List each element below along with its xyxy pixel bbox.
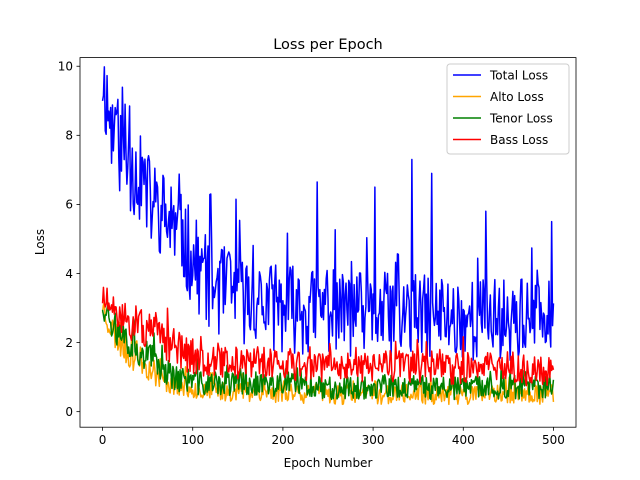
y-tick-label: 6 xyxy=(65,198,73,212)
y-axis: 0 2 4 6 8 10 xyxy=(58,60,80,419)
chart-title: Loss per Epoch xyxy=(273,37,383,53)
y-tick-label: 10 xyxy=(58,60,73,74)
x-tick-label: 500 xyxy=(542,433,565,447)
legend-label: Tenor Loss xyxy=(489,111,553,125)
series-layer xyxy=(101,66,555,406)
y-tick-label: 2 xyxy=(65,336,73,350)
legend-label: Bass Loss xyxy=(490,133,548,147)
legend-label: Alto Loss xyxy=(490,90,544,104)
series-line-total-loss xyxy=(101,66,555,361)
y-tick-label: 8 xyxy=(65,129,73,143)
x-tick-label: 0 xyxy=(99,433,107,447)
legend-box xyxy=(446,63,570,155)
plot-frame xyxy=(79,57,577,428)
legend-label: Total Loss xyxy=(489,68,548,82)
series-line-bass-loss xyxy=(101,286,555,387)
x-tick-label: 400 xyxy=(452,433,475,447)
x-tick-label: 100 xyxy=(181,433,204,447)
x-tick-label: 200 xyxy=(271,433,294,447)
legend: Total Loss Alto Loss Tenor Loss Bass Loss xyxy=(446,63,570,155)
y-tick-label: 4 xyxy=(65,267,73,281)
x-axis: 0 100 200 300 400 500 xyxy=(99,427,565,447)
y-axis-label: Loss xyxy=(33,229,47,255)
x-tick-label: 300 xyxy=(362,433,385,447)
series-line-tenor-loss xyxy=(101,303,555,401)
x-axis-label: Epoch Number xyxy=(284,456,373,470)
y-tick-label: 0 xyxy=(65,405,73,419)
